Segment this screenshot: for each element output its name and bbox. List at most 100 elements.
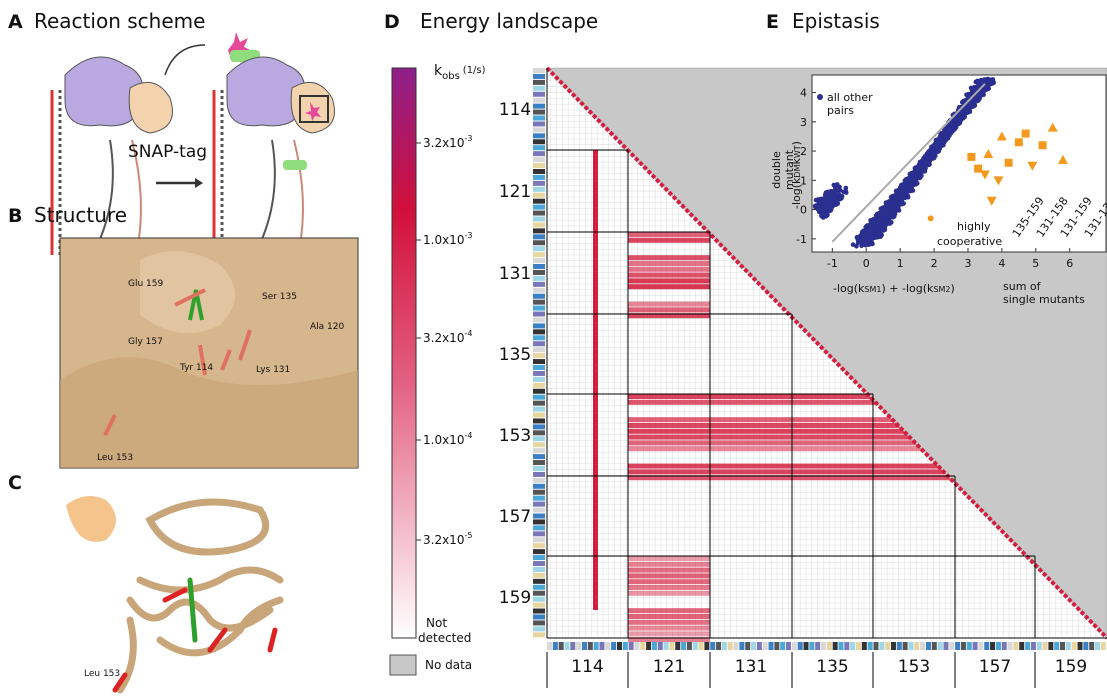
row-block-label: 157 [499, 507, 531, 527]
no-data-label: No data [425, 658, 472, 672]
residue-strip [657, 642, 663, 650]
residue-strip [533, 448, 545, 454]
heatmap-cells [628, 307, 710, 313]
residue-strip [533, 596, 545, 602]
residue-strip [890, 642, 896, 650]
residue-strip [984, 642, 990, 650]
formula-part: SM2 [933, 285, 950, 294]
residue-strip [533, 287, 545, 293]
residue-strip [826, 642, 832, 650]
point [893, 196, 899, 202]
heatmap-cells [628, 301, 710, 307]
colorbar-tick-label: 3.2x10-5 [423, 531, 472, 547]
residue-strip [533, 252, 545, 258]
heatmap-cells [628, 608, 710, 614]
cooperative-point [974, 164, 983, 173]
point [815, 206, 821, 212]
colorbar [391, 67, 417, 639]
column-block-label: 153 [898, 657, 930, 677]
residue-strip [943, 642, 949, 650]
residue-strip [902, 642, 908, 650]
point [837, 187, 843, 193]
residue-strip [745, 642, 751, 650]
residue-strip [651, 642, 657, 650]
point [884, 210, 889, 215]
residue-strip [663, 642, 669, 650]
residue-strip [855, 642, 861, 650]
residue-strip [937, 642, 943, 650]
point [833, 192, 839, 198]
residue-strip [914, 642, 920, 650]
residue-strip [533, 269, 545, 275]
residue-label: Glu 159 [128, 279, 163, 289]
residue-strip [966, 642, 972, 650]
residue-strip [599, 642, 605, 650]
point [951, 119, 957, 124]
residue-strip [756, 642, 762, 650]
colorbar-bottom: Not [426, 616, 447, 630]
point [905, 177, 911, 183]
residue-strip [533, 359, 545, 365]
residue-strip [533, 370, 545, 376]
residue-strip [786, 642, 792, 650]
residue-label: Tyr 114 [179, 363, 213, 373]
residue-label: Leu 153 [97, 453, 133, 463]
residue-strip [616, 642, 622, 650]
formula-part: DM [793, 164, 802, 177]
tick-exp: -4 [464, 431, 472, 440]
residue-strip [867, 642, 873, 650]
x-tick-label: 2 [931, 257, 938, 270]
residue-strip [861, 642, 867, 650]
point [850, 242, 856, 247]
point [824, 205, 830, 211]
column-block-label: 135 [816, 657, 848, 677]
residue-strip [533, 578, 545, 584]
residue-strip [533, 222, 545, 228]
point [826, 198, 832, 204]
residue-strip [739, 642, 745, 650]
residue-strip [803, 642, 809, 650]
heatmap-cells [628, 556, 710, 561]
residue-strip [704, 642, 710, 650]
column-block-label: 131 [735, 657, 767, 677]
point [889, 194, 894, 200]
residue-strip [533, 525, 545, 531]
point [985, 78, 991, 84]
residue-strip [533, 501, 545, 507]
row-block-label: 153 [499, 426, 531, 446]
residue-strip [533, 394, 545, 400]
point [931, 143, 936, 148]
heatmap-cells [628, 567, 710, 573]
residue-strip [533, 561, 545, 567]
point [872, 228, 877, 234]
row-block-label: 135 [499, 345, 531, 365]
residue-strip [533, 341, 545, 347]
panel-letter: B [8, 205, 22, 227]
residue-strip [533, 204, 545, 210]
residue-strip [960, 642, 966, 650]
point [831, 197, 837, 203]
point [898, 189, 903, 195]
tick-base: 3.2x10 [423, 136, 464, 150]
residue-strip [995, 642, 1001, 650]
y-formula: -log(kDMkWT) [790, 141, 803, 209]
residue-strip [533, 489, 545, 495]
residue-strip [533, 317, 545, 323]
point [973, 79, 979, 85]
ribbon-structure [66, 496, 284, 694]
residue-strip [640, 642, 646, 650]
residue-strip [533, 406, 545, 412]
heatmap-cells [628, 272, 710, 278]
point [879, 212, 885, 217]
panel-title: Energy landscape [420, 9, 598, 33]
residue-strip [605, 642, 611, 650]
point [857, 237, 862, 243]
tick-base: 1.0x10 [423, 433, 464, 447]
point [912, 165, 918, 171]
heatmap-cells [628, 579, 710, 585]
structure-surface [59, 237, 359, 469]
residue-strip [681, 642, 687, 650]
residue-strip [533, 163, 545, 169]
residue-strip [1001, 642, 1007, 650]
tick-exp: -5 [464, 531, 472, 540]
